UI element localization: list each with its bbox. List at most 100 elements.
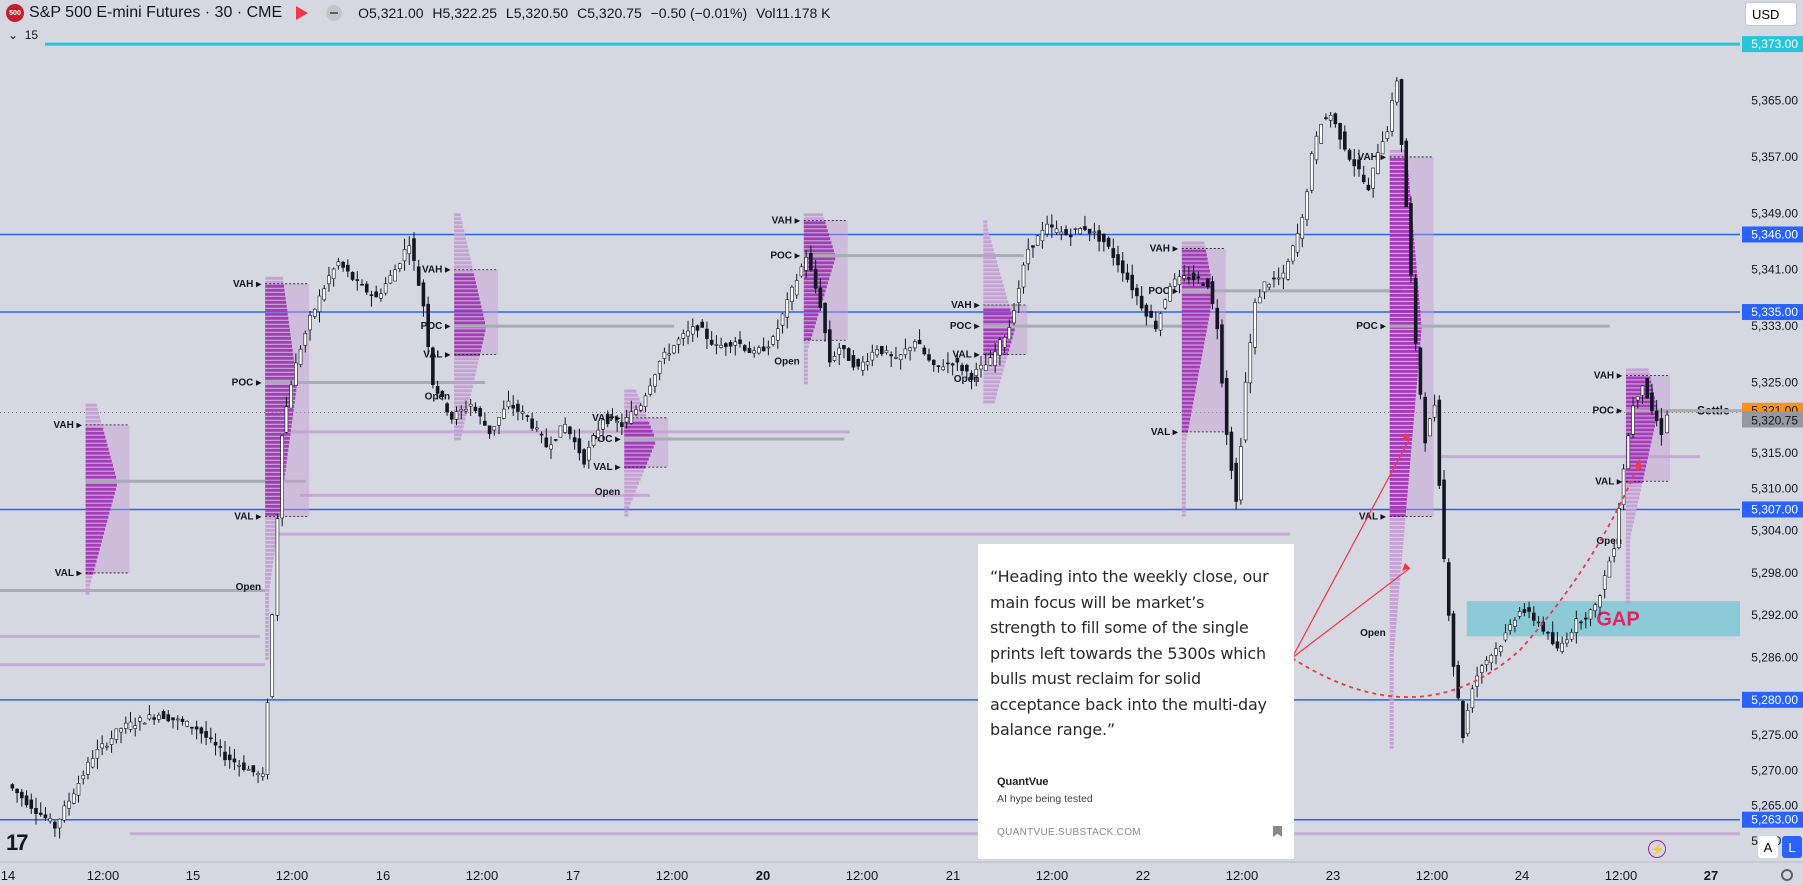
profile-bar [454,293,479,297]
candle-body [705,328,709,339]
profile-bar [265,640,270,644]
profile-bar [1389,617,1397,621]
currency-select[interactable]: USD [1745,2,1797,26]
profile-bar [1389,601,1399,605]
candle-body [109,738,114,745]
symbol-logo[interactable]: 500 [6,4,24,22]
profile-bar [1181,301,1212,305]
profile-bar [1389,409,1415,413]
profile-bar [1181,321,1209,325]
x-tick-label: 15 [186,868,200,883]
profile-bar [1181,265,1210,269]
profile-bar [454,353,480,357]
candle-body [1555,641,1560,649]
profile-bar [265,276,283,280]
candle-body [1177,276,1182,285]
candle-body [327,275,331,285]
candle-body [364,283,369,293]
level-label: 5,263.00 [1751,813,1798,827]
profile-bar [1625,572,1630,576]
minus-icon[interactable] [326,5,343,21]
candle-body [1357,159,1361,170]
flag-icon[interactable] [296,6,309,20]
candle-body [1399,79,1404,145]
profile-bar [1181,509,1186,513]
profile-bar [265,408,294,412]
profile-bar [1389,345,1421,349]
candle-body [1437,399,1442,486]
profile-bar [85,459,112,463]
candle-body [294,362,298,386]
candle-body [393,269,397,282]
profile-bar [265,468,286,472]
gap-label: GAP [1596,609,1639,631]
candle-body [57,818,62,829]
profile-bar [265,444,289,448]
profile-bar [1389,665,1394,669]
candle-body [289,384,293,409]
candle-body [350,272,355,280]
x-tick-label: 24 [1515,868,1529,883]
candle-body [903,348,908,355]
lightning-icon[interactable]: ⚡ [1648,840,1666,858]
profile-bar [454,217,462,221]
bookmark-icon[interactable] [1273,826,1282,837]
profile-bar [624,509,629,513]
profile-bar [1181,425,1189,429]
profile-bar [624,489,636,493]
profile-bar [1625,428,1655,432]
candle-body [67,800,71,809]
profile-bar [1181,261,1209,265]
profile-bar [1389,397,1416,401]
profile-bar [1181,513,1186,517]
profile-bar [624,501,631,505]
candle-body [199,727,204,734]
profile-bar [85,439,107,443]
profile-bar [1389,473,1410,477]
profile-bar [1625,424,1655,428]
profile-bar [1389,481,1409,485]
indicators-toggle[interactable]: ⌄ 15 [8,28,38,42]
candle-body [1579,621,1583,624]
quote-site-link[interactable]: QUANTVUE.SUBSTACK.COM [997,827,1141,838]
profile-bar [265,608,270,612]
quote-card[interactable]: “Heading into the weekly close, our main… [978,544,1294,859]
candle-body [1494,648,1498,656]
candle-body [686,330,690,337]
symbol-title[interactable]: S&P 500 E-mini Futures · 30 · CME [29,4,283,21]
profile-bar [265,372,296,376]
candle-body [1187,276,1191,280]
candle-body [757,347,761,354]
profile-bar [1181,365,1200,369]
candle-body [1484,659,1489,665]
candle-body [1333,113,1338,125]
candle-body [487,425,492,435]
candle-body [1215,307,1220,330]
candle-body [90,758,95,768]
profile-bar [1389,433,1413,437]
profile-bar [624,449,652,453]
profile-bar [265,624,270,628]
candle-body [1565,639,1569,644]
profile-bar [454,393,471,397]
profile-bar [1625,444,1651,448]
candle-body [719,344,723,348]
tradingview-logo[interactable]: 17 [6,830,29,855]
profile-bar [265,504,281,508]
profile-bar [454,397,470,401]
candle-body [270,614,275,697]
log-scale-button[interactable]: L [1782,836,1802,858]
candle-body [1328,115,1333,121]
gear-icon[interactable] [1781,869,1793,881]
profile-bar [265,656,270,660]
auto-scale-button[interactable]: A [1758,836,1778,858]
profile-bar [1389,305,1420,309]
candle-body [1257,296,1262,304]
profile-bar [803,369,808,373]
profile-bar [265,404,295,408]
open-label: O [358,5,370,21]
profile-bar [85,403,97,407]
profile-bar [624,505,630,509]
profile-bar [1389,385,1417,389]
